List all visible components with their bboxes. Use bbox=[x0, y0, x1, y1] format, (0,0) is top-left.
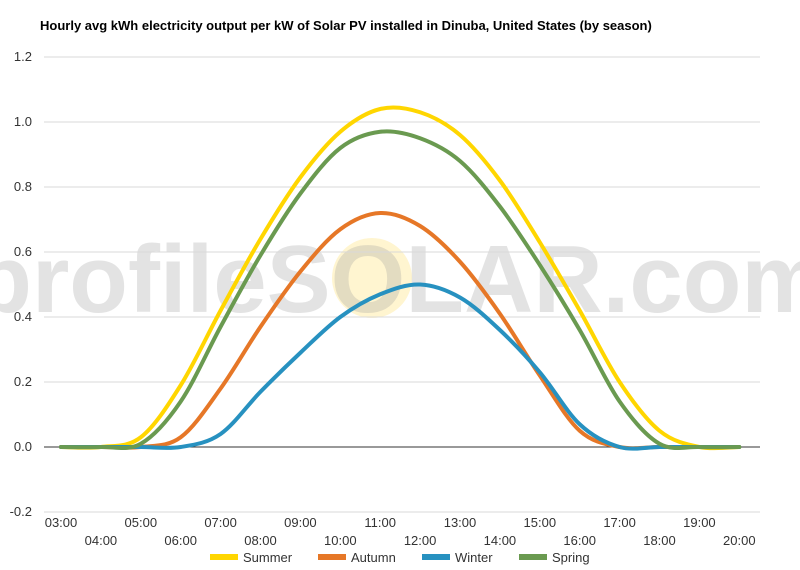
legend-label-autumn: Autumn bbox=[351, 550, 396, 565]
series-lines bbox=[59, 105, 742, 451]
x-tick-label: 17:00 bbox=[603, 515, 636, 530]
watermark-text: profileSOLAR.com bbox=[0, 226, 800, 333]
x-tick-label: 06:00 bbox=[164, 533, 197, 548]
x-tick-label: 12:00 bbox=[404, 533, 437, 548]
y-tick-label: 0.0 bbox=[14, 439, 32, 454]
legend-label-summer: Summer bbox=[243, 550, 293, 565]
legend-swatch-winter bbox=[422, 554, 450, 560]
legend-swatch-autumn bbox=[318, 554, 346, 560]
legend-swatch-spring bbox=[519, 554, 547, 560]
x-tick-label: 05:00 bbox=[125, 515, 158, 530]
y-tick-label: 0.2 bbox=[14, 374, 32, 389]
x-tick-label: 19:00 bbox=[683, 515, 716, 530]
y-tick-label: 0.8 bbox=[14, 179, 32, 194]
x-tick-label: 09:00 bbox=[284, 515, 317, 530]
x-tick-label: 08:00 bbox=[244, 533, 277, 548]
y-tick-label: 1.2 bbox=[14, 49, 32, 64]
series-line-spring bbox=[59, 129, 742, 451]
x-tick-label: 11:00 bbox=[364, 515, 396, 530]
legend-swatch-summer bbox=[210, 554, 238, 560]
watermark: profileSOLAR.com bbox=[0, 226, 800, 333]
x-axis: 03:00 04:00 05:00 06:00 07:00 08:00 09:00 10:00… bbox=[45, 515, 756, 548]
x-tick-label: 20:00 bbox=[723, 533, 756, 548]
chart-title: Hourly avg kWh electricity output per kW… bbox=[40, 18, 652, 33]
x-tick-label: 14:00 bbox=[484, 533, 517, 548]
series-line-winter bbox=[59, 282, 742, 451]
x-tick-label: 07:00 bbox=[204, 515, 237, 530]
y-tick-label: -0.2 bbox=[10, 504, 32, 519]
x-tick-label: 18:00 bbox=[643, 533, 676, 548]
y-tick-label: 0.4 bbox=[14, 309, 32, 324]
legend-label-spring: Spring bbox=[552, 550, 590, 565]
y-axis: 1.2 1.0 0.8 0.6 0.4 0.2 0.0 -0.2 bbox=[10, 49, 32, 519]
y-tick-label: 1.0 bbox=[14, 114, 32, 129]
y-tick-label: 0.6 bbox=[14, 244, 32, 259]
x-tick-label: 13:00 bbox=[444, 515, 477, 530]
series-line-summer bbox=[59, 105, 742, 451]
legend: Summer Autumn Winter Spring bbox=[210, 550, 590, 565]
x-tick-label: 10:00 bbox=[324, 533, 357, 548]
watermark-sun-icon bbox=[332, 238, 412, 318]
x-tick-label: 15:00 bbox=[524, 515, 557, 530]
x-tick-label: 04:00 bbox=[85, 533, 118, 548]
legend-label-winter: Winter bbox=[455, 550, 493, 565]
x-tick-label: 16:00 bbox=[563, 533, 596, 548]
x-tick-label: 03:00 bbox=[45, 515, 78, 530]
